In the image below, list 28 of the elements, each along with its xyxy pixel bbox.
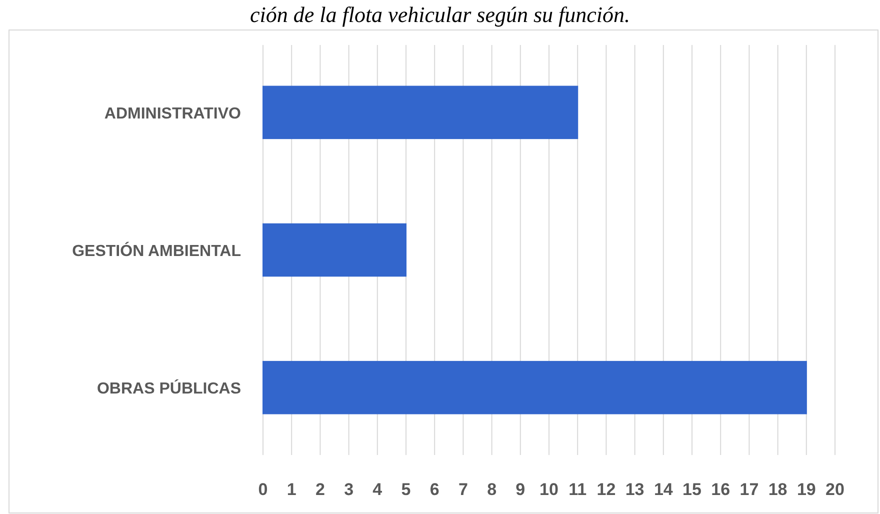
x-tick-label: 9 [516, 480, 526, 499]
x-tick-label: 10 [540, 480, 558, 499]
y-tick-label: OBRAS PÚBLICAS [96, 378, 242, 398]
x-tick-label: 2 [315, 480, 325, 499]
x-tick-label: 1 [286, 480, 296, 499]
y-tick-label: GESTIÓN AMBIENTAL [72, 241, 242, 260]
bar [262, 223, 406, 277]
x-tick-label: 19 [796, 480, 816, 499]
x-tick-label: 0 [258, 480, 268, 499]
x-tick-label: 15 [682, 480, 702, 499]
x-tick-label: 4 [372, 480, 383, 499]
x-tick-label: 7 [458, 480, 468, 499]
x-tick-label: 12 [596, 480, 616, 499]
x-tick-label: 16 [711, 480, 730, 499]
x-tick-label: 18 [768, 480, 788, 499]
y-tick-label: ADMINISTRATIVO [104, 105, 241, 122]
x-tick-label: 3 [344, 480, 354, 499]
x-tick-label: 11 [568, 480, 587, 499]
bar [262, 360, 807, 414]
x-tick-label: 13 [625, 480, 644, 499]
x-tick-label: 8 [487, 480, 497, 499]
x-tick-label: 20 [826, 480, 844, 499]
bar [262, 86, 578, 140]
x-tick-label: 17 [740, 480, 759, 499]
x-tick-label: 6 [430, 480, 440, 499]
chart-title: ción de la flota vehicular según su función. [250, 2, 630, 27]
x-tick-label: 5 [401, 480, 411, 499]
x-tick-label: 14 [654, 480, 674, 499]
